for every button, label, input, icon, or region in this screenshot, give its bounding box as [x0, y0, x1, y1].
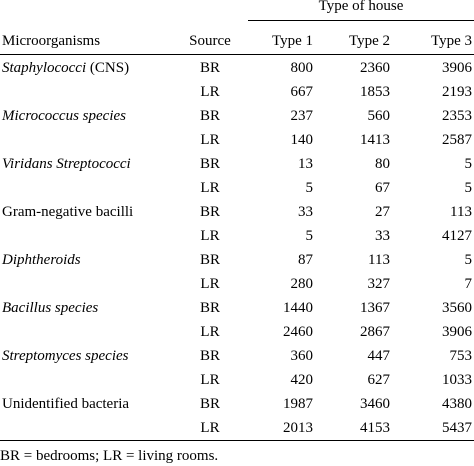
col-header-type2: Type 2	[348, 33, 390, 49]
organism-suffix: (CNS)	[86, 60, 130, 76]
source-cell: LR	[200, 132, 220, 148]
type3-cell: 3906	[442, 60, 472, 76]
organism-label: Diphtheroids	[2, 252, 81, 268]
type2-cell: 327	[367, 276, 391, 292]
type1-cell: 667	[290, 84, 314, 100]
type1-cell: 33	[298, 204, 313, 220]
type1-cell: 360	[290, 348, 314, 364]
type2-cell: 3460	[360, 396, 390, 412]
type1-cell: 420	[290, 372, 314, 388]
type2-cell: 33	[375, 228, 390, 244]
type1-cell: 5	[305, 228, 314, 244]
col-header-type1: Type 1	[271, 33, 313, 49]
organism-label: Staphylococci	[2, 60, 87, 76]
type3-cell: 5437	[442, 420, 472, 436]
organism-label: Bacillus species	[2, 300, 99, 316]
type-of-house-header: Type of house	[318, 0, 404, 14]
type1-cell: 13	[298, 156, 313, 172]
source-cell: LR	[200, 276, 220, 292]
group-header-rule	[248, 20, 474, 21]
type2-cell: 627	[367, 372, 391, 388]
type3-cell: 753	[449, 348, 473, 364]
organism-name: Viridans Streptococci	[2, 155, 131, 173]
source-cell: BR	[199, 108, 220, 124]
type1-cell: 1440	[283, 300, 313, 316]
type3-cell: 5	[464, 252, 473, 268]
header-bottom-rule	[0, 54, 474, 55]
type1-cell: 280	[290, 276, 314, 292]
organism-name: Unidentified bacteria	[2, 395, 129, 413]
organism-name: Streptomyces species	[2, 347, 128, 365]
type2-cell: 447	[367, 348, 391, 364]
type3-cell: 1033	[442, 372, 472, 388]
source-cell: BR	[199, 396, 220, 412]
type2-cell: 2360	[360, 60, 390, 76]
organism-name: Gram-negative bacilli	[2, 203, 133, 221]
organism-label: Unidentified bacteria	[2, 396, 130, 412]
organism-name: Bacillus species	[2, 299, 98, 317]
organism-name: Micrococcus species	[2, 107, 126, 125]
organism-label: Streptomyces species	[2, 348, 129, 364]
source-cell: LR	[200, 180, 220, 196]
type1-cell: 1987	[283, 396, 313, 412]
type2-cell: 27	[375, 204, 390, 220]
type1-cell: 2013	[283, 420, 313, 436]
type2-cell: 2867	[360, 324, 390, 340]
source-cell: LR	[200, 372, 220, 388]
type3-cell: 5	[464, 156, 473, 172]
type3-cell: 7	[464, 276, 473, 292]
type2-cell: 560	[367, 108, 391, 124]
type2-cell: 1853	[360, 84, 390, 100]
source-cell: LR	[200, 84, 220, 100]
source-cell: LR	[200, 228, 220, 244]
type3-cell: 4127	[442, 228, 472, 244]
type3-cell: 2193	[442, 84, 472, 100]
organism-name: Diphtheroids	[2, 251, 81, 269]
col-header-type3: Type 3	[430, 33, 472, 49]
type1-cell: 2460	[283, 324, 313, 340]
organism-label: Micrococcus species	[2, 108, 126, 124]
source-cell: BR	[199, 60, 220, 76]
table-bottom-rule	[0, 440, 474, 441]
type3-cell: 5	[464, 180, 473, 196]
source-cell: BR	[199, 348, 220, 364]
source-cell: BR	[199, 300, 220, 316]
source-cell: BR	[199, 252, 220, 268]
source-cell: LR	[200, 324, 220, 340]
type1-cell: 5	[305, 180, 314, 196]
type2-cell: 4153	[360, 420, 390, 436]
type1-cell: 87	[298, 252, 313, 268]
source-cell: BR	[199, 156, 220, 172]
organism-label: Gram-negative bacilli	[2, 204, 134, 220]
type3-cell: 4380	[442, 396, 472, 412]
organism-label: Viridans Streptococci	[2, 156, 131, 172]
type1-cell: 140	[290, 132, 314, 148]
col-header-source: Source	[189, 33, 231, 49]
type1-cell: 800	[290, 60, 314, 76]
source-cell: LR	[200, 420, 220, 436]
type3-cell: 3906	[442, 324, 472, 340]
type2-cell: 1367	[360, 300, 390, 316]
type3-cell: 2353	[442, 108, 472, 124]
type3-cell: 3560	[442, 300, 472, 316]
organism-name: Staphylococci (CNS)	[2, 59, 129, 77]
type3-cell: 113	[450, 204, 472, 220]
col-header-microorganisms: Microorganisms	[2, 33, 101, 49]
type3-cell: 2587	[442, 132, 472, 148]
type1-cell: 237	[290, 108, 314, 124]
type2-cell: 1413	[360, 132, 390, 148]
type2-cell: 67	[375, 180, 390, 196]
type2-cell: 80	[375, 156, 390, 172]
footnote: BR = bedrooms; LR = living rooms.	[0, 448, 219, 464]
type2-cell: 113	[368, 252, 390, 268]
source-cell: BR	[199, 204, 220, 220]
